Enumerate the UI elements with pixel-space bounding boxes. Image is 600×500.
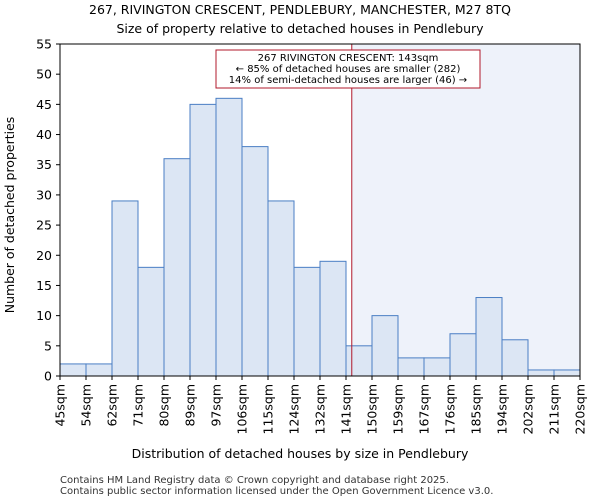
bar-89sqm <box>189 103 217 377</box>
chart-title: 267, RIVINGTON CRESCENT, PENDLEBURY, MAN… <box>89 2 511 17</box>
bar-62sqm <box>111 200 139 377</box>
bar-194sqm <box>501 339 529 377</box>
x-tick-label: 202sqm <box>521 384 536 434</box>
x-tick-label: 89sqm <box>183 384 198 427</box>
x-tick-label: 97sqm <box>209 384 224 427</box>
x-tick-label: 176sqm <box>443 384 458 434</box>
x-tick-label: 124sqm <box>287 384 302 434</box>
y-tick-label: 55 <box>36 37 52 52</box>
footer-line-2: Contains public sector information licen… <box>60 486 493 497</box>
x-tick-label: 45sqm <box>53 384 68 427</box>
bar-71sqm <box>137 266 165 377</box>
x-tick-label: 115sqm <box>261 384 276 434</box>
x-tick-label: 220sqm <box>573 384 588 434</box>
bar-141sqm <box>345 345 373 377</box>
bar-124sqm <box>293 266 321 377</box>
y-axis: 0 5 10 15 20 25 30 35 40 45 50 55 <box>36 37 60 384</box>
footer-line-1: Contains HM Land Registry data © Crown c… <box>60 475 449 486</box>
x-tick-label: 167sqm <box>417 384 432 434</box>
annotation-box: 267 RIVINGTON CRESCENT: 143sqm ← 85% of … <box>215 49 481 89</box>
x-tick-label: 150sqm <box>365 384 380 434</box>
x-axis-label: Distribution of detached houses by size … <box>132 446 469 461</box>
bar-132sqm <box>319 260 347 377</box>
x-tick-label: 80sqm <box>157 384 172 427</box>
y-tick-label: 10 <box>36 308 52 323</box>
bar-202sqm <box>527 369 555 377</box>
x-tick-label: 71sqm <box>131 384 146 427</box>
bar-167sqm <box>423 357 451 377</box>
x-tick-label: 132sqm <box>313 384 328 434</box>
bar-97sqm <box>215 97 243 377</box>
bar-185sqm <box>475 297 503 377</box>
bars-group <box>59 97 581 377</box>
annotation-line-3: 14% of semi-detached houses are larger (… <box>229 75 467 86</box>
bar-176sqm <box>449 333 477 377</box>
y-tick-label: 20 <box>36 248 52 263</box>
annotation-line-2: ← 85% of detached houses are smaller (28… <box>236 64 461 75</box>
y-tick-label: 25 <box>36 218 52 233</box>
y-tick-label: 0 <box>44 369 52 384</box>
y-tick-label: 5 <box>44 338 52 353</box>
y-tick-label: 50 <box>36 67 52 82</box>
chart-subtitle: Size of property relative to detached ho… <box>116 21 484 36</box>
bar-54sqm <box>85 363 113 377</box>
y-tick-label: 15 <box>36 278 52 293</box>
y-tick-label: 40 <box>36 127 52 142</box>
x-tick-label: 106sqm <box>235 384 250 434</box>
bar-80sqm <box>163 158 191 377</box>
bar-150sqm <box>371 315 399 377</box>
annotation-line-1: 267 RIVINGTON CRESCENT: 143sqm <box>258 53 439 64</box>
x-tick-label: 141sqm <box>339 384 354 434</box>
bar-115sqm <box>267 200 295 377</box>
x-tick-label: 62sqm <box>105 384 120 427</box>
bar-45sqm <box>59 363 87 377</box>
x-tick-label: 185sqm <box>469 384 484 434</box>
x-tick-label: 194sqm <box>495 384 510 434</box>
bar-211sqm <box>553 369 581 377</box>
y-axis-label: Number of detached properties <box>2 117 17 314</box>
y-tick-label: 45 <box>36 97 52 112</box>
x-tick-label: 54sqm <box>79 384 94 427</box>
y-tick-label: 35 <box>36 157 52 172</box>
bar-106sqm <box>241 146 269 377</box>
y-tick-label: 30 <box>36 187 52 202</box>
x-tick-label: 211sqm <box>547 384 562 434</box>
bar-159sqm <box>397 357 425 377</box>
x-tick-label: 159sqm <box>391 384 406 434</box>
x-axis: 45sqm 54sqm 62sqm 71sqm 80sqm 89sqm 97sqm 106sq… <box>53 376 588 434</box>
